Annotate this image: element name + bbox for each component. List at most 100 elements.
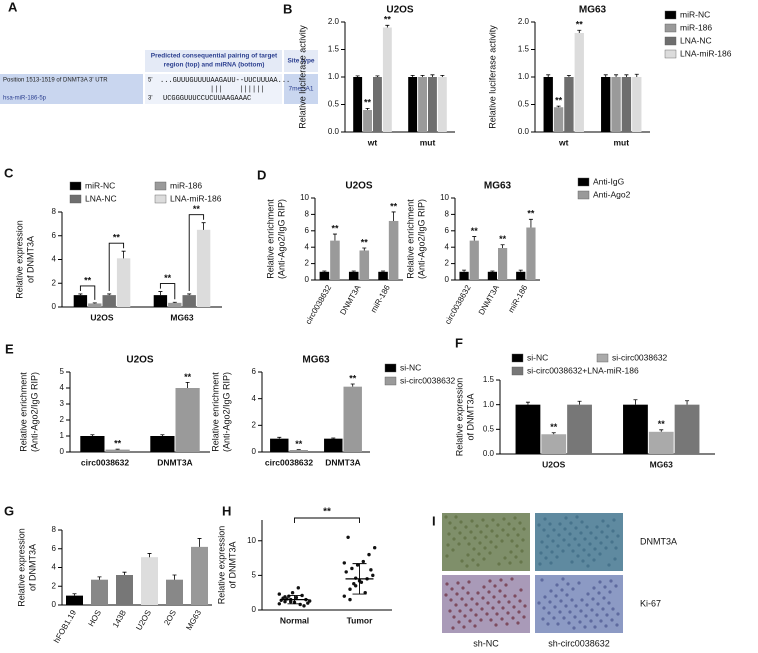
data-point [300, 593, 304, 598]
bar [428, 77, 437, 132]
error-bar [634, 73, 639, 77]
y-tick-label: 5 [60, 367, 65, 376]
y-tick-label: 6 [445, 226, 450, 235]
texture-dot [586, 564, 590, 568]
bar [418, 77, 427, 132]
bar [141, 557, 158, 605]
legend-swatch [511, 353, 524, 363]
texture-dot [463, 536, 467, 540]
texture-dot [469, 530, 473, 534]
column-header: region (top) and miRNA (bottom) [164, 62, 265, 69]
y-axis-label: of DNMT3A [25, 236, 35, 283]
y-tick-label: 0 [445, 275, 450, 284]
texture-dot [480, 607, 484, 611]
significance: ** [323, 507, 331, 518]
texture-dot [483, 546, 487, 550]
error-bar [603, 74, 608, 77]
significance: ** [349, 373, 357, 383]
texture-dot [595, 613, 599, 617]
texture-dot [516, 621, 520, 625]
y-axis-label: Relative enrichment [405, 199, 415, 279]
error-bar [546, 74, 551, 77]
column-label: sh-NC [473, 638, 499, 648]
texture-dot [538, 562, 542, 566]
texture-dot [482, 557, 486, 561]
bar [553, 107, 564, 132]
error-bar [614, 74, 619, 77]
texture-dot [592, 586, 596, 590]
data-point [290, 590, 295, 595]
error-bar [351, 270, 356, 272]
y-tick-label: 4 [52, 563, 57, 572]
x-tick-label: U2OS [542, 459, 565, 469]
x-tick-label: mut [613, 137, 629, 147]
texture-dot [479, 530, 483, 534]
texture-dot [504, 583, 508, 587]
data-point [363, 590, 367, 595]
y-tick-label: 10 [440, 193, 449, 202]
y-tick-label: 4 [305, 242, 310, 251]
data-point [308, 599, 312, 603]
data-point [371, 573, 375, 578]
error-bar [462, 269, 467, 272]
texture-dot [514, 555, 518, 559]
texture-dot [565, 593, 569, 597]
texture-dot [537, 523, 541, 527]
texture-dot [544, 556, 548, 560]
bar [388, 220, 399, 280]
texture-dot [479, 618, 483, 622]
texture-dot [446, 543, 450, 547]
texture-dot [606, 524, 610, 528]
texture-dot [494, 623, 498, 627]
error-bar [440, 74, 445, 77]
y-tick-label: 8 [445, 210, 450, 219]
texture-dot [610, 618, 614, 622]
texture-dot [481, 518, 485, 522]
y-axis-label: (Anti-Ago2/IgG RIP) [29, 372, 39, 452]
data-point [355, 563, 360, 567]
significance: ** [471, 226, 479, 236]
texture-dot [476, 591, 480, 595]
error-bar [90, 434, 95, 436]
error-bar [187, 293, 192, 296]
y-axis-label: Relative expression [16, 528, 26, 607]
error-bar [420, 74, 425, 77]
data-point [296, 586, 300, 590]
texture-dot [497, 562, 501, 566]
y-tick-label: 0 [252, 447, 257, 456]
x-tick-label: mut [420, 137, 436, 147]
y-axis-label: (Anti-Ago2/IgG RIP) [276, 199, 286, 279]
bar [632, 77, 642, 132]
texture-dot [598, 580, 602, 584]
bar [319, 271, 330, 280]
texture-dot [601, 607, 605, 611]
legend-swatch [664, 36, 677, 46]
y-tick-label: 6 [52, 544, 57, 553]
chart-title: U2OS [386, 5, 414, 16]
significance: ** [114, 438, 122, 448]
data-point [283, 595, 287, 599]
texture-dot [602, 596, 606, 600]
texture-dot [445, 554, 449, 558]
texture-dot [496, 523, 500, 527]
error-bar [158, 291, 163, 296]
texture-dot [490, 529, 494, 533]
texture-dot [497, 600, 501, 604]
significance: ** [576, 20, 584, 30]
texture-dot [576, 554, 580, 558]
texture-dot [474, 613, 478, 617]
texture-dot [501, 528, 505, 532]
texture-dot [579, 531, 583, 535]
bar [66, 595, 83, 605]
legend-label: LNA-miR-186 [170, 193, 222, 203]
data-point [361, 559, 365, 564]
error-bar [490, 270, 495, 272]
bar [574, 33, 584, 132]
legend-swatch [664, 10, 677, 20]
texture-dot [448, 521, 452, 525]
significance: ** [164, 273, 172, 283]
texture-dot [555, 583, 559, 587]
sd-bar [287, 595, 302, 605]
texture-dot [542, 606, 546, 610]
bar [270, 438, 289, 452]
